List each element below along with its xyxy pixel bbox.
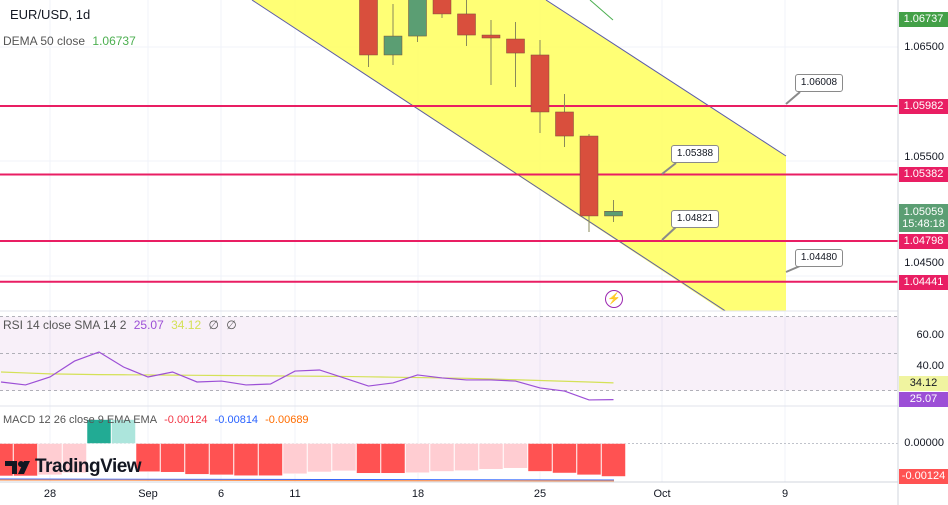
macd-histogram-bar <box>503 443 528 469</box>
channel-lower-line <box>251 0 727 311</box>
candle-body <box>604 211 623 217</box>
time-tick: 11 <box>289 488 301 500</box>
time-tick: 6 <box>217 488 225 500</box>
time-tick: Sep <box>138 488 158 500</box>
candle-body <box>359 0 378 56</box>
dema-label: DEMA 50 close <box>3 34 86 48</box>
price-tick: 1.05500 <box>904 151 944 163</box>
callout-pointer <box>785 265 801 273</box>
macd-histogram-bar <box>405 443 430 474</box>
callout-2[interactable]: 1.05388 <box>671 145 719 163</box>
macd-histogram-bar <box>429 443 455 472</box>
macd-histogram-bar <box>527 443 553 472</box>
macd-histogram-bar <box>552 443 577 474</box>
candle-body <box>408 0 427 37</box>
candle-body <box>530 54 550 113</box>
level-badge: 1.04798 <box>899 234 948 249</box>
dema-legend: DEMA 50 close 1.06737 <box>3 34 140 48</box>
dema-line <box>589 0 614 21</box>
macd-histogram-bar <box>454 443 479 471</box>
last-price: 1.05059 <box>903 206 944 218</box>
tradingview-logo-icon <box>5 461 30 474</box>
rsi-extra1: ∅ <box>208 318 219 332</box>
candle-body <box>457 13 476 36</box>
rsi-extra2: ∅ <box>226 318 237 332</box>
macd-signal-line <box>0 479 615 482</box>
macd-signal-value: -0.00689 <box>265 414 309 426</box>
rsi-tick: 60.00 <box>916 329 944 341</box>
macd-histogram-bar <box>0 443 14 477</box>
main-pane <box>0 0 898 311</box>
candle-body <box>555 111 574 137</box>
candle-body <box>383 35 403 56</box>
macd-histogram-bar <box>233 443 259 476</box>
callout-pointer <box>661 162 677 175</box>
macd-histogram-bar <box>209 443 234 476</box>
level-badge: 1.04441 <box>899 275 948 290</box>
macd-hist-value: -0.00124 <box>164 414 208 426</box>
rsi-sma-value: 34.12 <box>171 318 202 332</box>
channel-upper-line <box>545 0 787 157</box>
macd-line <box>0 478 615 481</box>
rsi-value: 25.07 <box>133 318 164 332</box>
macd-tick: 0.00000 <box>904 437 944 449</box>
tradingview-logo: TradingView <box>5 456 142 478</box>
bar-countdown: 15:48:18 <box>902 218 945 230</box>
callout-pointer <box>785 91 801 105</box>
rsi-tick: 40.00 <box>916 360 944 372</box>
candle-body <box>481 34 501 39</box>
level-badge: 1.05982 <box>899 99 948 114</box>
level-badge: 1.05382 <box>899 167 948 182</box>
macd-histogram-bar <box>135 443 161 472</box>
macd-legend: MACD 12 26 close 9 EMA EMA -0.00124 -0.0… <box>3 414 313 426</box>
callout-3[interactable]: 1.04821 <box>671 210 719 228</box>
lightning-event-icon[interactable]: ⚡ <box>605 290 623 308</box>
callout-1[interactable]: 1.06008 <box>795 74 843 92</box>
time-tick: 9 <box>781 488 789 500</box>
macd-histogram-bar <box>258 443 283 476</box>
price-tick: 1.04500 <box>904 257 944 269</box>
macd-histogram-bar <box>86 419 112 444</box>
macd-histogram-bar <box>576 443 602 476</box>
macd-histogram-bar <box>307 443 332 473</box>
macd-histogram-bar <box>37 443 63 476</box>
last-price-badge: 1.05059 15:48:18 <box>899 204 948 232</box>
symbol-title: EUR/USD, 1d <box>10 7 91 22</box>
macd-label: MACD 12 26 close 9 EMA EMA <box>3 414 158 426</box>
dema-price-badge: 1.06737 <box>899 12 948 27</box>
time-tick: Oct <box>653 488 671 500</box>
callout-pointer <box>661 226 677 241</box>
macd-histogram-bar <box>356 443 381 474</box>
rsi-sma-badge: 34.12 <box>899 376 948 391</box>
macd-histogram-bar <box>184 443 210 475</box>
macd-histogram-bar <box>111 419 136 444</box>
rsi-line <box>0 351 614 401</box>
time-tick: 18 <box>411 488 425 500</box>
rsi-badge: 25.07 <box>899 392 948 407</box>
callout-4[interactable]: 1.04480 <box>795 249 843 267</box>
macd-histogram-bar <box>331 443 357 472</box>
candle-body <box>579 135 599 217</box>
macd-histogram-bar <box>478 443 504 470</box>
macd-histogram-bar <box>62 443 87 474</box>
dema-value: 1.06737 <box>92 34 136 48</box>
candle-body <box>506 38 525 54</box>
rsi-label: RSI 14 close SMA 14 2 <box>3 318 127 332</box>
macd-histogram-bar <box>380 443 406 474</box>
macd-histogram-bar <box>160 443 185 473</box>
candle-body <box>432 0 452 15</box>
rsi-sma-line <box>0 371 614 384</box>
rsi-legend: RSI 14 close SMA 14 2 25.07 34.12 ∅ ∅ <box>3 318 241 332</box>
parallel-channel-fill <box>252 0 786 311</box>
macd-histogram-bar <box>282 443 308 475</box>
time-tick: 25 <box>533 488 547 500</box>
macd-histogram-bar <box>601 443 626 477</box>
price-tick: 1.06500 <box>904 41 944 53</box>
macd-badge: -0.00124 <box>899 469 948 484</box>
macd-value: -0.00814 <box>214 414 259 426</box>
time-tick: 28 <box>43 488 57 500</box>
